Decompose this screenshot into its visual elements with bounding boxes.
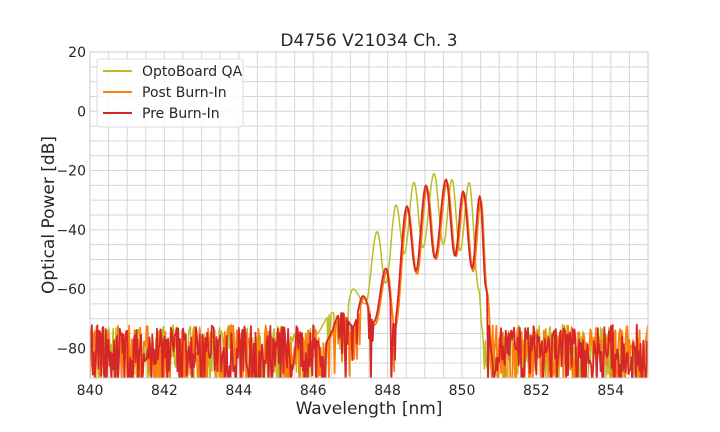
x-tick-label: 846 [300, 383, 327, 399]
series-group [90, 172, 648, 378]
y-tick-label: −60 [56, 282, 86, 298]
chart-title: D4756 V21034 Ch. 3 [280, 31, 457, 51]
x-axis-label: Wavelength [nm] [296, 399, 443, 419]
y-tick-label: 0 [77, 104, 86, 120]
legend: OptoBoard QA Post Burn-In Pre Burn-In [96, 58, 244, 128]
series-line-pre-burn-in [90, 178, 648, 378]
x-tick-label: 840 [77, 383, 104, 399]
x-tick-label: 848 [374, 383, 401, 399]
x-tick-label: 852 [523, 383, 550, 399]
y-axis-label: Optical Power [dB] [39, 136, 59, 294]
y-tick-label: −80 [56, 341, 86, 357]
y-tick-label: 20 [68, 45, 86, 61]
tick-labels: 840 842 844 846 848 850 852 854 20 0 −20 −40 −60 −80 [56, 45, 624, 399]
x-tick-label: 854 [597, 383, 624, 399]
x-tick-label: 842 [151, 383, 178, 399]
y-tick-label: −40 [56, 223, 86, 239]
legend-label-post: Post Burn-In [142, 85, 227, 101]
x-tick-label: 850 [449, 383, 476, 399]
legend-label-optoboard: OptoBoard QA [142, 64, 243, 80]
legend-label-pre: Pre Burn-In [142, 106, 220, 122]
y-tick-label: −20 [56, 164, 86, 180]
x-tick-label: 844 [225, 383, 252, 399]
plot-frame [89, 51, 649, 379]
